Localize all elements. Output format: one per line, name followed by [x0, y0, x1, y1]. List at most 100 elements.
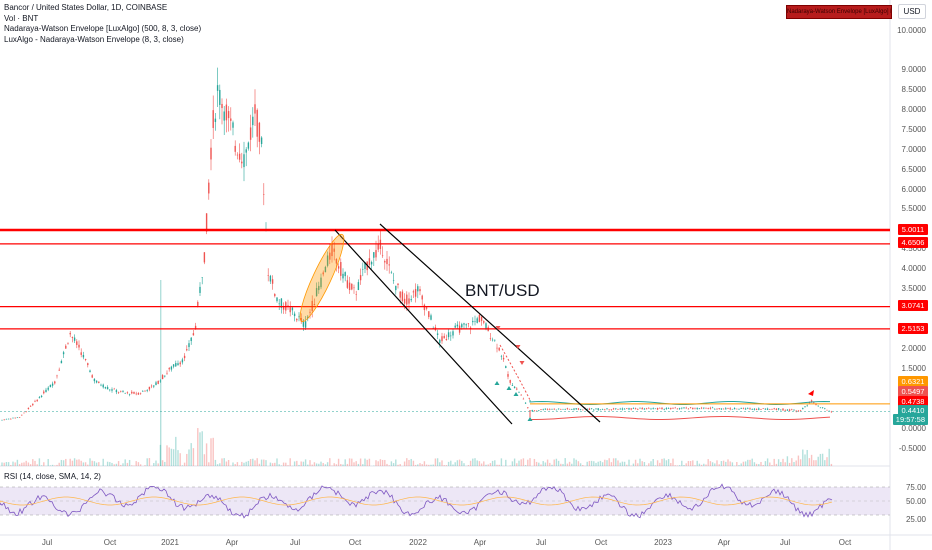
volume-bar [487, 464, 489, 466]
candle-body [177, 363, 179, 366]
indicator-2-label[interactable]: LuxAlgo - Nadaraya-Watson Envelope (8, 3… [4, 34, 184, 44]
volume-bar [667, 459, 670, 466]
volume-bar [14, 462, 16, 466]
candle-body [674, 407, 676, 409]
volume-bar [340, 464, 342, 466]
volume-bar [95, 462, 98, 466]
candle-body [43, 391, 45, 394]
candle-body [813, 402, 815, 403]
candle-body [135, 393, 137, 395]
time-axis-label: Oct [838, 538, 852, 547]
price-axis-label: 1.5000 [901, 364, 926, 373]
candle-body [540, 409, 542, 410]
candle-body [69, 332, 71, 335]
time-axis-label: Apr [717, 538, 731, 547]
candle-body [604, 409, 606, 411]
volume-bar [390, 461, 393, 466]
volume-bar [271, 463, 274, 466]
candle-body [54, 381, 56, 384]
candle-body [271, 279, 274, 284]
volume-bar [577, 461, 580, 466]
candle-body [254, 104, 256, 114]
volume-bar [500, 458, 503, 466]
volume-bar [296, 460, 298, 466]
candle-body [65, 345, 67, 349]
candle-body [276, 297, 278, 302]
candle-body [27, 407, 30, 410]
candle-body [593, 409, 595, 411]
candle-body [791, 409, 793, 411]
volume-bar [214, 459, 217, 466]
time-axis-label: Apr [473, 538, 487, 547]
candle-body [302, 320, 305, 327]
candle-body [344, 272, 346, 277]
volume-bar [700, 464, 703, 466]
volume-bar [126, 462, 129, 466]
volume-indicator-label[interactable]: Vol · BNT [4, 13, 39, 23]
volume-bar [419, 463, 421, 466]
volume-bar [698, 463, 701, 466]
chart-legend: Bancor / United States Dollar, 1D, COINB… [4, 3, 201, 45]
volume-bar [608, 458, 610, 466]
volume-bar [720, 461, 723, 466]
volume-bar [595, 462, 597, 466]
volume-bar [410, 458, 412, 466]
candle-body [551, 408, 553, 410]
candle-body [780, 409, 782, 411]
volume-bar [122, 463, 124, 466]
volume-bar [38, 458, 41, 466]
candle-body [397, 283, 399, 285]
volume-bar [476, 460, 478, 466]
sell-signal-marker [519, 361, 525, 365]
volume-bar [425, 464, 428, 466]
volume-bar [496, 464, 498, 466]
volume-bar [258, 463, 261, 466]
volume-bar [368, 458, 371, 466]
candle-body [623, 408, 626, 410]
volume-bar [131, 465, 133, 466]
candle-body [694, 408, 696, 410]
rsi-legend[interactable]: RSI (14, close, SMA, 14, 2) [4, 472, 101, 481]
candle-body [241, 161, 243, 164]
candle-body [830, 411, 833, 413]
volume-bar [102, 458, 104, 466]
candle-body [225, 104, 228, 121]
volume-bar [223, 458, 225, 466]
volume-bar [742, 461, 745, 466]
candle-body [753, 408, 756, 410]
candle-body [73, 337, 76, 341]
volume-bar [791, 458, 793, 466]
candle-body [216, 85, 219, 91]
price-tag: 2.5153 [898, 323, 928, 334]
symbol-title[interactable]: Bancor / United States Dollar, 1D, COINB… [4, 3, 168, 12]
candle-body [810, 400, 813, 403]
candle-body [322, 272, 324, 275]
volume-bar [830, 463, 833, 466]
time-axis-label: Oct [594, 538, 608, 547]
candle-body [142, 391, 144, 392]
volume-bar [417, 464, 419, 466]
candle-body [505, 366, 507, 368]
candle-body [531, 410, 533, 412]
candle-body [18, 417, 21, 418]
currency-button[interactable]: USD [898, 4, 926, 19]
candle-body [280, 298, 283, 308]
time-axis-label: Jul [289, 538, 301, 547]
candle-body [707, 408, 709, 409]
candle-body [727, 408, 729, 409]
candle-body [87, 363, 89, 366]
candle-body [533, 410, 536, 412]
candle-body [491, 339, 494, 341]
volume-bar [1, 462, 3, 466]
candle-body [67, 343, 69, 344]
volume-bar [755, 463, 758, 466]
volume-bar [760, 461, 762, 466]
candle-body [368, 258, 371, 265]
volume-bar [329, 458, 331, 466]
volume-bar [276, 458, 278, 466]
candle-body [56, 375, 58, 377]
candle-body [133, 391, 135, 394]
volume-bar [227, 459, 230, 466]
indicator-1-label[interactable]: Nadaraya-Watson Envelope [LuxAlgo] (500,… [4, 24, 202, 33]
